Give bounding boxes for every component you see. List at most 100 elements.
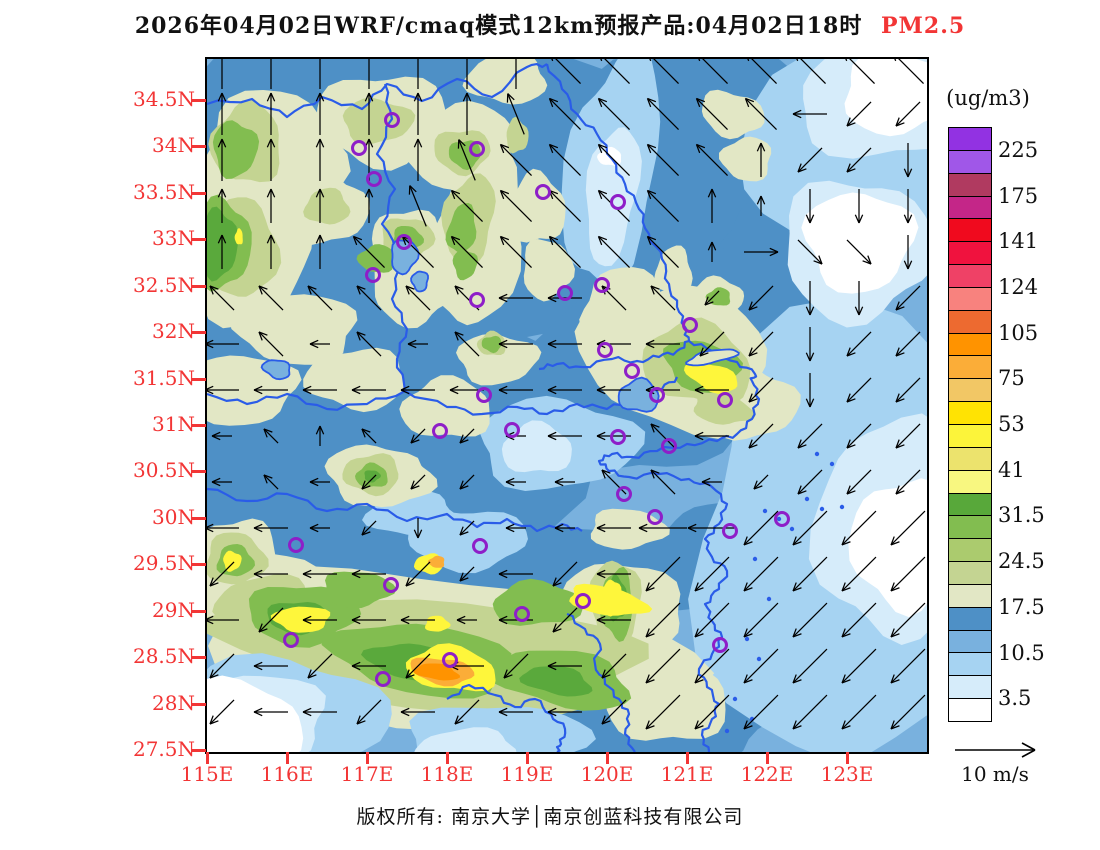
station-marker (575, 593, 591, 609)
island-dot (819, 506, 825, 512)
wind-vector-arrow (797, 239, 823, 265)
wind-vector-arrow (405, 285, 431, 311)
wind-vector-arrow (846, 331, 872, 357)
title-species: PM2.5 (881, 13, 966, 39)
wind-vector-arrow (302, 569, 337, 579)
wind-vector-arrow (309, 339, 330, 349)
wind-vector-arrow (854, 189, 864, 224)
colorbar-tick-label: 225 (998, 137, 1039, 162)
wind-vector-arrow (890, 648, 926, 684)
lake-outline (391, 239, 420, 276)
wind-vector-arrow (805, 281, 815, 316)
wind-vector-arrow (601, 653, 627, 679)
wind-vector-arrow (554, 477, 575, 487)
station-marker (283, 632, 299, 648)
wind-vector-arrow (400, 707, 435, 717)
wind-vector-arrow (548, 143, 581, 176)
wind-vector-arrow (805, 327, 815, 362)
lon-axis-label: 117E (340, 762, 394, 786)
pm25-contour-region (303, 187, 351, 225)
wind-vector-arrow (211, 431, 232, 441)
pm25-contour-region (207, 675, 304, 752)
station-marker (469, 292, 485, 308)
station-marker (597, 342, 613, 358)
lat-axis-tick (192, 424, 206, 427)
lon-axis-tick (286, 752, 289, 764)
station-marker (396, 234, 412, 250)
lon-axis-label: 121E (660, 762, 714, 786)
wind-vector-arrow (207, 339, 239, 349)
lon-axis-label: 120E (580, 762, 634, 786)
page-title: 2026年04月02日WRF/cmaq模式12km预报产品:04月02日18时 … (0, 8, 1100, 40)
lake-outline (410, 270, 429, 293)
wind-vector-arrow (890, 694, 926, 730)
station-marker (432, 423, 448, 439)
wind-vector-arrow (498, 615, 533, 625)
colorbar-tick-label: 31.5 (998, 503, 1045, 528)
wind-vector-arrow (400, 615, 435, 625)
wind-vector-arrow (797, 423, 823, 449)
lon-axis-tick (766, 752, 769, 764)
lon-axis-label: 123E (820, 762, 874, 786)
wind-vector-arrow (552, 561, 578, 587)
pm25-contour-region (693, 391, 756, 425)
map-frame (205, 57, 929, 754)
wind-vector-arrow (744, 97, 777, 130)
wind-vector-arrow (645, 694, 681, 730)
pm25-contour-region (234, 228, 243, 245)
lat-axis-tick (192, 145, 206, 149)
lat-axis-tick (192, 470, 206, 474)
pm25-contour-region (270, 606, 331, 633)
wind-vector-arrow (405, 653, 431, 679)
colorbar-cell (948, 561, 992, 585)
station-marker (384, 112, 400, 128)
province-boundary-line (688, 340, 758, 382)
lon-axis-tick (206, 752, 209, 764)
station-marker (366, 171, 382, 187)
wind-vector-arrow (209, 653, 235, 679)
wind-vector-arrow (209, 285, 235, 311)
wind-vector-arrow (209, 699, 235, 725)
colorbar-tick-label: 17.5 (998, 594, 1045, 619)
pm25-contour-region (848, 478, 927, 618)
wind-vector-arrow (797, 147, 823, 173)
wind-vector-arrow (841, 602, 877, 638)
wind-vector-arrow (846, 377, 872, 403)
colorbar-cell (948, 355, 992, 380)
lat-axis-tick (192, 191, 206, 195)
pm25-contour-region (481, 335, 502, 354)
wind-vector-arrow (217, 234, 227, 269)
pm25-contour-region (604, 647, 726, 741)
wind-vector-arrow (841, 694, 877, 730)
wind-vector-arrow (645, 339, 680, 349)
wind-vector-arrow (548, 235, 581, 268)
colorbar-cell (948, 583, 992, 608)
wind-vector-arrow (743, 648, 779, 684)
station-marker (647, 509, 663, 525)
wind-vector-arrow (747, 59, 777, 84)
wind-vector-arrow (646, 97, 679, 130)
lat-axis-label: 34.5N (132, 87, 195, 111)
wind-vector-arrow (707, 241, 717, 262)
wind-vector-arrow (805, 189, 815, 224)
colorbar-cell (948, 469, 992, 494)
wind-vector-arrow (792, 694, 828, 730)
wind-vector-arrow (351, 385, 386, 395)
colorbar-cell (948, 401, 992, 425)
island-dot (756, 656, 762, 662)
colorbar-cell (948, 515, 992, 540)
wind-vector-arrow (895, 469, 921, 495)
colorbar-tick-label: 175 (998, 183, 1039, 208)
wind-vector-arrow (551, 59, 581, 84)
wind-vector-arrow (309, 523, 330, 533)
wind-vector-arrow (408, 185, 427, 227)
lat-axis-label: 30.5N (132, 458, 195, 483)
station-marker (504, 422, 520, 438)
wind-vector-arrow (846, 239, 872, 265)
station-marker (712, 637, 728, 653)
colorbar-cell (948, 492, 992, 517)
wind-vector-arrow (361, 474, 377, 490)
wind-vector-arrow (466, 59, 468, 89)
lat-axis-tick (192, 99, 206, 102)
wind-vector-arrow (302, 385, 337, 395)
